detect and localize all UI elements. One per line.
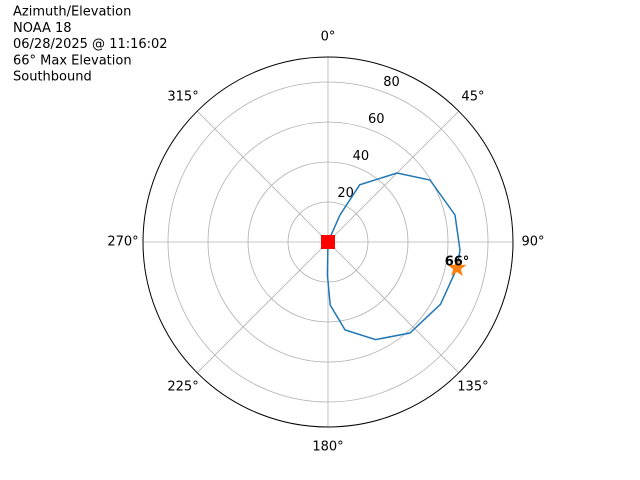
grid-spoke [327,241,460,374]
r-tick-label: 60 [368,112,385,127]
theta-tick-label: 135° [457,379,488,394]
grid-spoke [196,241,329,374]
max-marker [447,258,467,277]
theta-tick-label: 0° [321,30,336,45]
r-tick-label: 80 [383,75,400,90]
title-line: NOAA 18 [13,21,72,36]
end-marker [321,235,335,249]
title-line: Azimuth/Elevation [13,5,131,20]
theta-tick-label: 180° [312,440,343,455]
grid-spoke [327,110,460,243]
theta-tick-label: 270° [107,235,138,250]
max-label: 66° [445,255,470,270]
title-line: 06/28/2025 @ 11:16:02 [13,37,168,52]
r-tick-label: 40 [353,149,370,164]
r-tick-label: 20 [337,186,354,201]
theta-tick-label: 225° [167,379,198,394]
title-line: 66° Max Elevation [13,53,132,68]
grid-spoke [196,110,329,243]
theta-tick-label: 45° [461,90,484,105]
title-line: Southbound [13,70,92,85]
theta-tick-label: 315° [167,90,198,105]
theta-tick-label: 90° [521,235,544,250]
polar-frame [142,56,514,428]
